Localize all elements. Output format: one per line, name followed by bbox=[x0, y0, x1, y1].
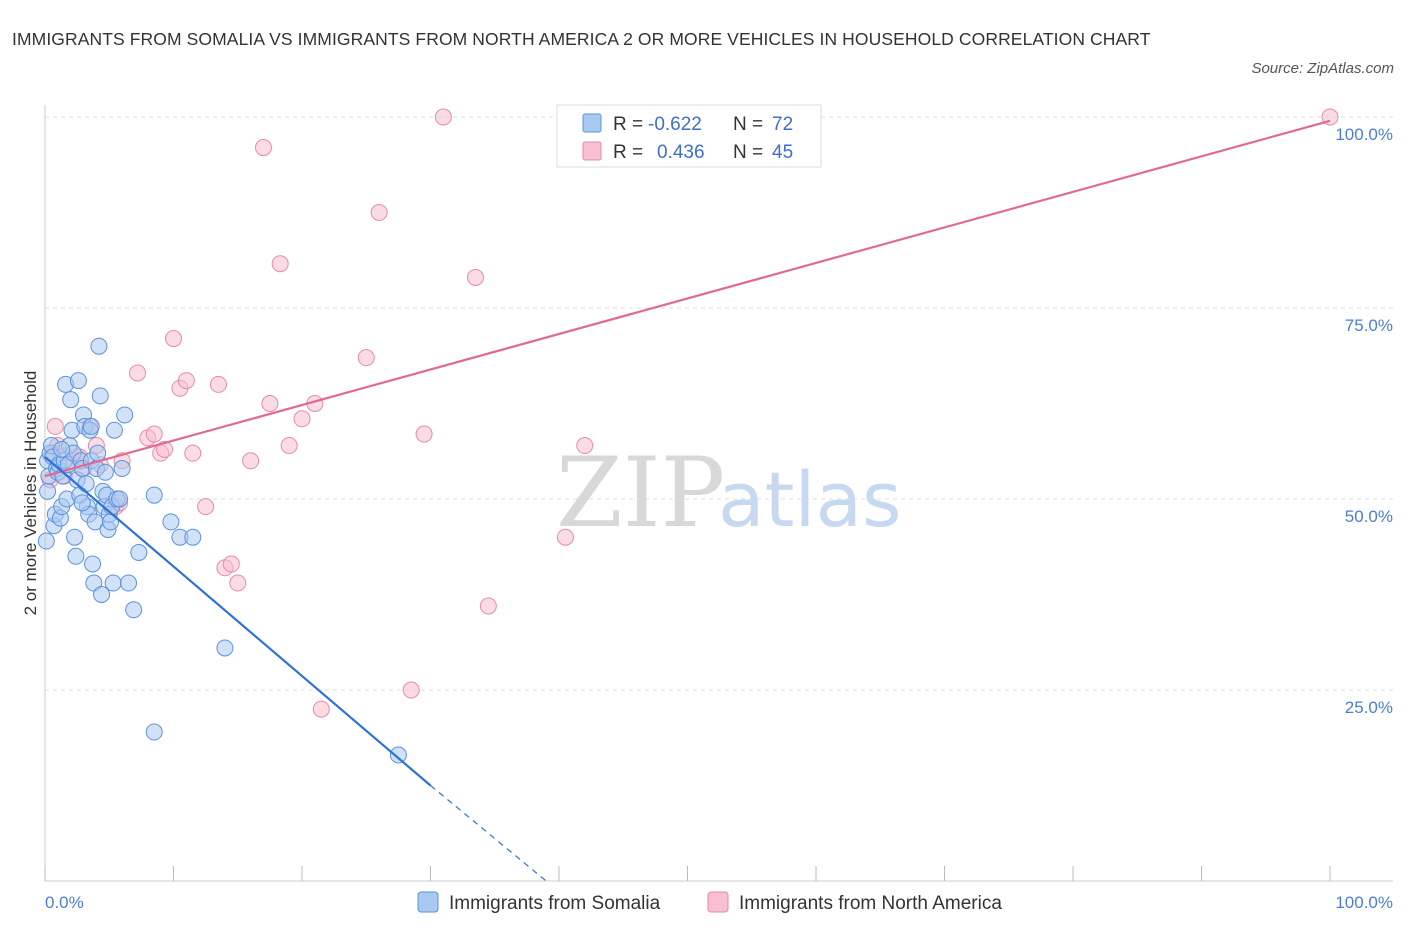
point-north-america-37 bbox=[357, 349, 375, 367]
legend-swatch-somalia bbox=[582, 113, 602, 133]
point-somalia-56 bbox=[111, 490, 129, 508]
point-somalia-68 bbox=[389, 746, 407, 764]
point-north-america-43 bbox=[479, 597, 497, 615]
point-somalia-20 bbox=[62, 391, 80, 409]
legend-r-value-north-america: 0.436 bbox=[657, 142, 705, 163]
point-somalia-57 bbox=[113, 459, 131, 477]
x-tick-marks bbox=[44, 866, 1331, 881]
point-north-america-28 bbox=[229, 574, 247, 592]
trend-line-somalia bbox=[44, 456, 432, 787]
y-tick-label-1: 50.0% bbox=[1345, 507, 1393, 526]
chart-source: Source: ZipAtlas.com bbox=[1251, 60, 1394, 77]
series-legend: Immigrants from Somalia Immigrants from … bbox=[417, 891, 1002, 914]
bottom-legend-label-somalia: Immigrants from Somalia bbox=[449, 893, 661, 914]
point-somalia-0 bbox=[37, 532, 55, 550]
point-somalia-67 bbox=[216, 639, 234, 657]
point-somalia-47 bbox=[96, 463, 114, 481]
legend-r-value-somalia: -0.622 bbox=[648, 114, 702, 135]
point-somalia-71 bbox=[53, 440, 71, 458]
points-somalia bbox=[37, 337, 407, 764]
point-somalia-66 bbox=[184, 528, 202, 546]
point-north-america-25 bbox=[209, 375, 227, 393]
chart-title: IMMIGRANTS FROM SOMALIA VS IMMIGRANTS FR… bbox=[12, 29, 1151, 49]
point-north-america-20 bbox=[165, 330, 182, 348]
point-north-america-24 bbox=[197, 498, 215, 516]
bottom-legend-swatch-somalia bbox=[417, 891, 439, 913]
bottom-legend-swatch-north-america bbox=[707, 891, 729, 913]
watermark-atlas: atlas bbox=[718, 455, 902, 544]
point-north-america-2 bbox=[46, 417, 64, 435]
point-somalia-23 bbox=[66, 528, 84, 546]
point-somalia-43 bbox=[91, 387, 109, 405]
legend-n-value-north-america: 45 bbox=[772, 142, 793, 163]
legend-r-label-somalia: R = bbox=[613, 114, 643, 135]
point-north-america-34 bbox=[293, 410, 311, 428]
point-somalia-42 bbox=[90, 337, 108, 355]
y-tick-labels: 25.0% 50.0% 75.0% 100.0% bbox=[1335, 125, 1393, 717]
point-somalia-60 bbox=[125, 601, 143, 619]
trend-line-somalia-extension bbox=[430, 785, 547, 882]
watermark-zip: ZIP bbox=[556, 437, 725, 549]
point-somalia-37 bbox=[84, 555, 102, 573]
stats-legend: R = -0.622 N = 72 R = 0.436 N = 45 bbox=[556, 104, 822, 168]
point-north-america-15 bbox=[129, 364, 147, 382]
point-north-america-45 bbox=[576, 437, 594, 455]
point-somalia-53 bbox=[104, 574, 122, 592]
points-north-america bbox=[41, 108, 1339, 718]
x-tick-label-max: 100.0% bbox=[1335, 893, 1393, 912]
point-north-america-19 bbox=[156, 440, 174, 458]
point-somalia-63 bbox=[145, 486, 163, 504]
point-somalia-26 bbox=[69, 372, 87, 390]
point-somalia-24 bbox=[67, 547, 85, 565]
point-north-america-38 bbox=[415, 425, 433, 443]
trend-lines bbox=[44, 119, 1331, 882]
point-north-america-31 bbox=[261, 395, 279, 412]
trend-line-north-america bbox=[44, 119, 1331, 478]
point-somalia-1 bbox=[39, 482, 57, 500]
legend-n-label-somalia: N = bbox=[733, 114, 763, 135]
point-somalia-32 bbox=[77, 475, 95, 493]
point-north-america-22 bbox=[177, 372, 195, 390]
legend-swatch-north-america bbox=[582, 141, 602, 161]
point-somalia-62 bbox=[145, 723, 163, 741]
point-somalia-69 bbox=[82, 417, 100, 435]
y-tick-label-0: 25.0% bbox=[1345, 698, 1393, 717]
point-north-america-42 bbox=[466, 268, 484, 286]
point-north-america-29 bbox=[242, 452, 260, 470]
point-north-america-23 bbox=[184, 444, 202, 462]
point-north-america-41 bbox=[434, 108, 452, 126]
point-north-america-32 bbox=[271, 255, 289, 273]
point-somalia-64 bbox=[162, 513, 180, 531]
point-north-america-27 bbox=[222, 555, 240, 573]
legend-n-label-north-america: N = bbox=[733, 142, 763, 163]
point-somalia-44 bbox=[93, 586, 111, 603]
point-somalia-58 bbox=[116, 406, 134, 424]
legend-r-label-north-america: R = bbox=[613, 142, 643, 163]
point-somalia-59 bbox=[120, 574, 138, 592]
point-north-america-30 bbox=[254, 139, 272, 157]
y-axis-label: 2 or more Vehicles in Household bbox=[21, 371, 40, 616]
point-somalia-70 bbox=[73, 494, 91, 512]
point-north-america-36 bbox=[312, 700, 330, 718]
point-north-america-39 bbox=[370, 204, 388, 221]
point-somalia-61 bbox=[130, 543, 148, 561]
point-north-america-40 bbox=[402, 681, 420, 699]
bottom-legend-label-north-america: Immigrants from North America bbox=[739, 893, 1002, 914]
point-north-america-33 bbox=[280, 437, 298, 455]
point-north-america-44 bbox=[556, 528, 574, 546]
gridlines bbox=[45, 116, 1393, 691]
point-somalia-54 bbox=[105, 421, 123, 439]
legend-n-value-somalia: 72 bbox=[772, 114, 793, 135]
y-tick-label-3: 100.0% bbox=[1335, 125, 1393, 144]
x-tick-label-min: 0.0% bbox=[45, 893, 84, 912]
point-north-america-17 bbox=[145, 425, 163, 443]
y-tick-label-2: 75.0% bbox=[1345, 316, 1393, 335]
point-somalia-41 bbox=[89, 444, 107, 462]
